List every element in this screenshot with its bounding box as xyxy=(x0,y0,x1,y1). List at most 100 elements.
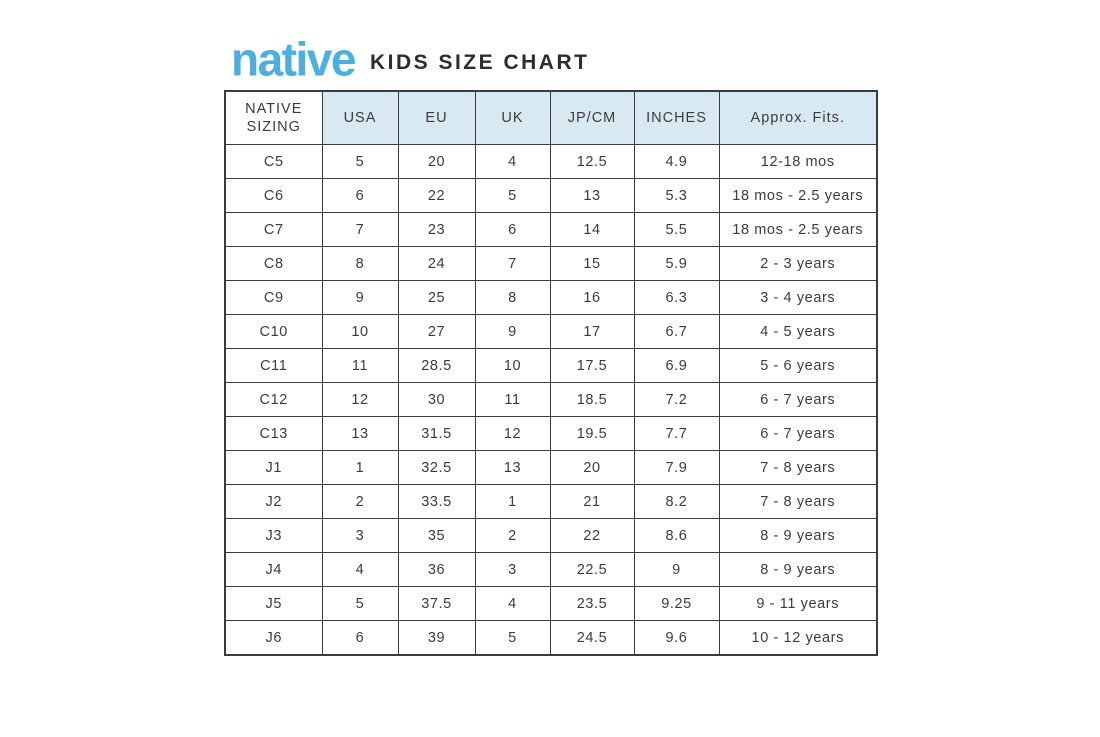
table-cell: 8 - 9 years xyxy=(718,552,878,587)
table-cell: C11 xyxy=(224,348,323,383)
table-cell: 5.3 xyxy=(633,178,720,213)
table-cell: 3 - 4 years xyxy=(718,280,878,315)
table-cell: 5 xyxy=(474,178,551,213)
table-cell: 7.9 xyxy=(633,450,720,485)
table-cell: 6.3 xyxy=(633,280,720,315)
table-cell: 22.5 xyxy=(549,552,635,587)
table-cell: 1 xyxy=(474,484,551,519)
table-row: C9 9 25 8 16 6.3 3 - 4 years xyxy=(224,280,878,315)
table-cell: 7.7 xyxy=(633,416,720,451)
table-cell: 13 xyxy=(321,416,399,451)
column-header: INCHES xyxy=(633,90,720,145)
table-cell: 3 xyxy=(321,518,399,553)
table-cell: 10 xyxy=(321,314,399,349)
table-cell: 6.9 xyxy=(633,348,720,383)
table-cell: 5 - 6 years xyxy=(718,348,878,383)
column-header: JP/CM xyxy=(549,90,635,145)
table-cell: 11 xyxy=(474,382,551,417)
column-header: EU xyxy=(397,90,476,145)
table-cell: 17 xyxy=(549,314,635,349)
page-title: KIDS SIZE CHART xyxy=(369,50,590,74)
table-cell: 12.5 xyxy=(549,144,635,179)
table-row: J2 2 33.5 1 21 8.2 7 - 8 years xyxy=(224,484,878,519)
table-cell: J2 xyxy=(224,484,323,519)
table-row: C10 10 27 9 17 6.7 4 - 5 years xyxy=(224,314,878,349)
table-cell: 2 xyxy=(321,484,399,519)
table-cell: 7 - 8 years xyxy=(718,484,878,519)
native-logo: native xyxy=(231,32,356,86)
table-cell: 8.2 xyxy=(633,484,720,519)
table-cell: J4 xyxy=(224,552,323,587)
table-cell: 20 xyxy=(397,144,476,179)
column-header: NATIVE SIZING xyxy=(224,90,323,145)
table-cell: 8 - 9 years xyxy=(718,518,878,553)
table-cell: 17.5 xyxy=(549,348,635,383)
table-cell: 12 xyxy=(474,416,551,451)
table-cell: 5.9 xyxy=(633,246,720,281)
table-cell: 39 xyxy=(397,620,476,656)
table-cell: 23 xyxy=(397,212,476,247)
table-cell: 6 xyxy=(474,212,551,247)
table-cell: 18 mos - 2.5 years xyxy=(718,212,878,247)
table-cell: C10 xyxy=(224,314,323,349)
table-cell: 11 xyxy=(321,348,399,383)
table-cell: 9 xyxy=(321,280,399,315)
table-cell: 5.5 xyxy=(633,212,720,247)
table-cell: 18.5 xyxy=(549,382,635,417)
table-cell: 37.5 xyxy=(397,586,476,621)
table-cell: 6.7 xyxy=(633,314,720,349)
table-cell: 16 xyxy=(549,280,635,315)
table-cell: 9 - 11 years xyxy=(718,586,878,621)
table-cell: 7 - 8 years xyxy=(718,450,878,485)
table-cell: 19.5 xyxy=(549,416,635,451)
table-cell: 33.5 xyxy=(397,484,476,519)
table-cell: 31.5 xyxy=(397,416,476,451)
table-row: J6 6 39 5 24.5 9.6 10 - 12 years xyxy=(224,620,878,656)
table-cell: J1 xyxy=(224,450,323,485)
table-cell: 22 xyxy=(549,518,635,553)
table-cell: 35 xyxy=(397,518,476,553)
table-cell: 6 xyxy=(321,620,399,656)
table-cell: 13 xyxy=(549,178,635,213)
table-cell: 30 xyxy=(397,382,476,417)
table-cell: J5 xyxy=(224,586,323,621)
table-cell: 9 xyxy=(633,552,720,587)
column-header: Approx. Fits. xyxy=(718,90,878,145)
table-row: C6 6 22 5 13 5.3 18 mos - 2.5 years xyxy=(224,178,878,213)
table-cell: 14 xyxy=(549,212,635,247)
table-row: C11 11 28.5 10 17.5 6.9 5 - 6 years xyxy=(224,348,878,383)
table-cell: 36 xyxy=(397,552,476,587)
table-cell: 9.25 xyxy=(633,586,720,621)
table-cell: 9.6 xyxy=(633,620,720,656)
table-cell: 6 xyxy=(321,178,399,213)
table-cell: 6 - 7 years xyxy=(718,416,878,451)
table-row: J1 1 32.5 13 20 7.9 7 - 8 years xyxy=(224,450,878,485)
table-cell: C7 xyxy=(224,212,323,247)
table-cell: 4 - 5 years xyxy=(718,314,878,349)
table-cell: 5 xyxy=(474,620,551,656)
table-cell: 22 xyxy=(397,178,476,213)
table-cell: 8 xyxy=(474,280,551,315)
table-row: C8 8 24 7 15 5.9 2 - 3 years xyxy=(224,246,878,281)
table-cell: 10 xyxy=(474,348,551,383)
table-cell: C13 xyxy=(224,416,323,451)
table-cell: 4.9 xyxy=(633,144,720,179)
table-cell: 5 xyxy=(321,586,399,621)
table-cell: 1 xyxy=(321,450,399,485)
table-cell: 7.2 xyxy=(633,382,720,417)
table-cell: 32.5 xyxy=(397,450,476,485)
table-cell: 20 xyxy=(549,450,635,485)
table-row: C12 12 30 11 18.5 7.2 6 - 7 years xyxy=(224,382,878,417)
table-row: J4 4 36 3 22.5 9 8 - 9 years xyxy=(224,552,878,587)
table-cell: 8 xyxy=(321,246,399,281)
table-row: C7 7 23 6 14 5.5 18 mos - 2.5 years xyxy=(224,212,878,247)
table-cell: 5 xyxy=(321,144,399,179)
table-cell: 24 xyxy=(397,246,476,281)
page-header: native KIDS SIZE CHART xyxy=(231,30,589,88)
table-cell: 7 xyxy=(321,212,399,247)
table-cell: 12 xyxy=(321,382,399,417)
table-row: J5 5 37.5 4 23.5 9.25 9 - 11 years xyxy=(224,586,878,621)
table-cell: J6 xyxy=(224,620,323,656)
table-cell: 6 - 7 years xyxy=(718,382,878,417)
table-cell: 25 xyxy=(397,280,476,315)
